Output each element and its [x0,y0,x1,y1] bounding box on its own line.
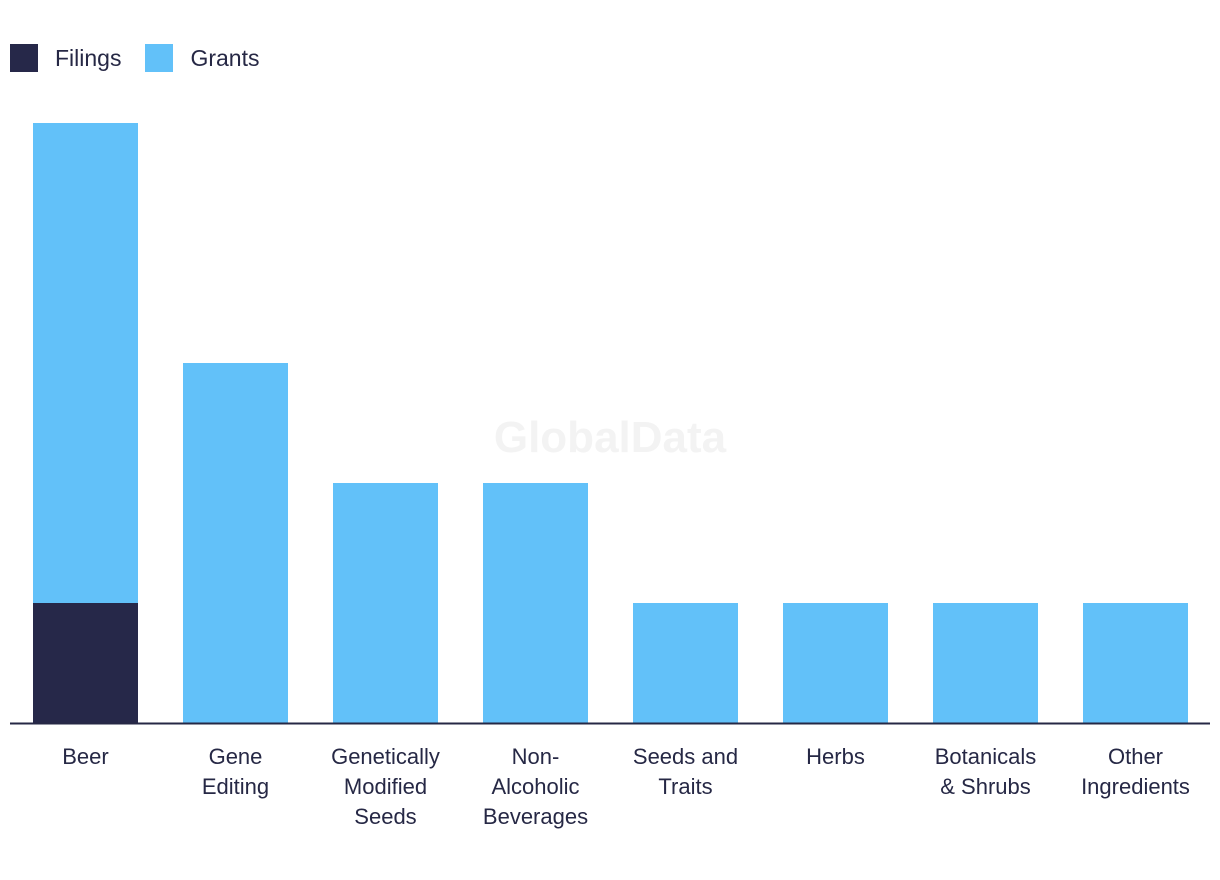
bar-grants [483,483,588,723]
legend-swatch-filings [10,44,38,72]
x-tick-label: Traits [658,774,712,799]
x-tick-label: Herbs [806,744,865,769]
x-tick-label: Non- [512,744,560,769]
bar-grants [1083,603,1188,723]
legend: Filings Grants [10,44,284,72]
x-tick-label: Beer [62,744,108,769]
legend-item-grants[interactable]: Grants [145,44,260,72]
x-tick-label: Gene [209,744,263,769]
bar-grants [783,603,888,723]
x-tick-label: Beverages [483,804,588,829]
x-tick-label: Ingredients [1081,774,1190,799]
x-tick-label: Seeds and [633,744,738,769]
x-tick-label: Editing [202,774,269,799]
bar-grants [633,603,738,723]
bar-grants [33,123,138,603]
x-tick-label: Other [1108,744,1163,769]
bar-grants [183,363,288,723]
x-tick-label: Seeds [354,804,416,829]
bar-grants [333,483,438,723]
x-tick-label: Botanicals [935,744,1037,769]
x-tick-label: Alcoholic [491,774,579,799]
x-tick-label: Genetically [331,744,440,769]
bar-filings [33,603,138,723]
x-tick-label: Modified [344,774,427,799]
legend-label-grants: Grants [190,44,260,71]
x-tick-label: & Shrubs [940,774,1031,799]
legend-label-filings: Filings [55,44,122,71]
bar-grants [933,603,1038,723]
legend-swatch-grants [145,44,174,72]
watermark: GlobalData [493,413,727,462]
legend-item-filings[interactable]: Filings [10,44,121,72]
